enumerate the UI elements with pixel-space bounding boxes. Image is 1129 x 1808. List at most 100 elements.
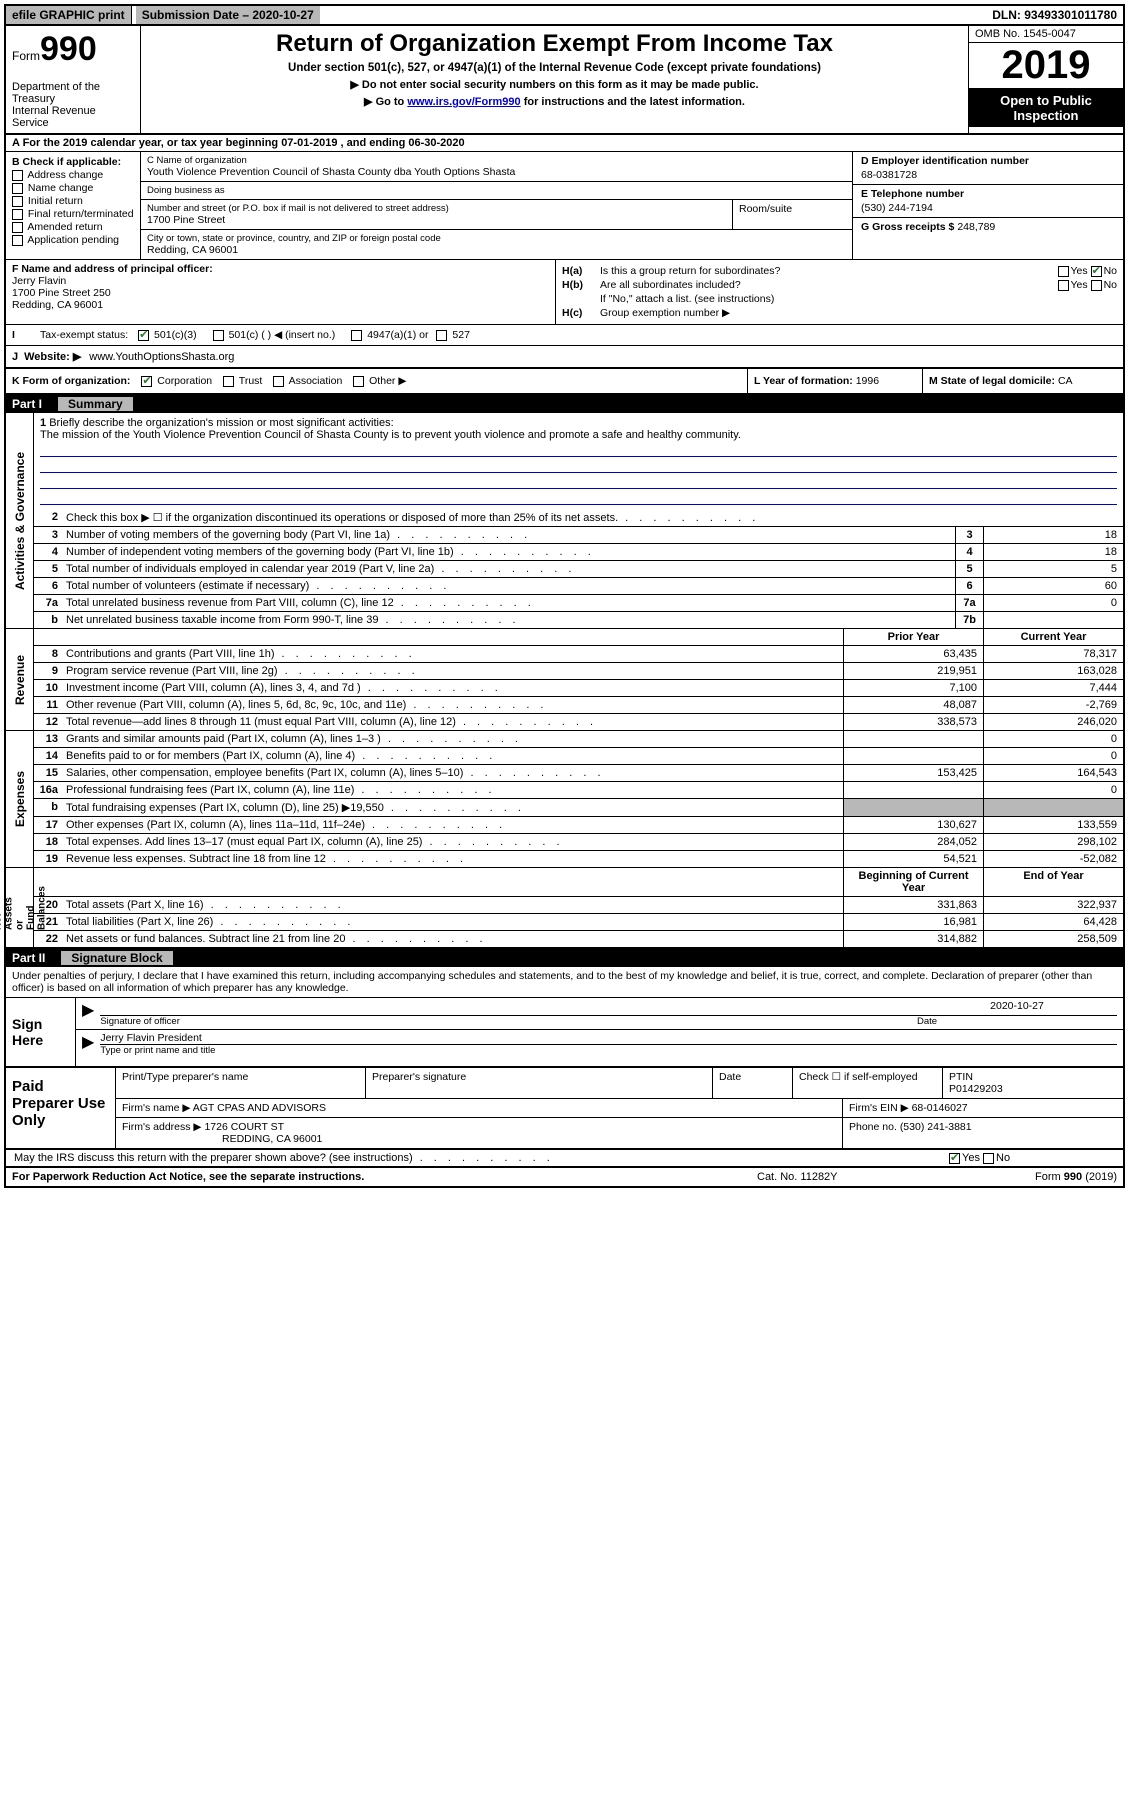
data-line: 22Net assets or fund balances. Subtract … [34, 931, 1123, 947]
prep-sig-hdr: Preparer's signature [366, 1068, 713, 1098]
footer-right: Form 990 (2019) [957, 1171, 1117, 1183]
i-501c[interactable]: 501(c) ( ) ◀ (insert no.) [213, 329, 336, 341]
sidebar-na-text: Net Assets or Fund Balances [0, 886, 47, 930]
i-text: Tax-exempt status: [40, 329, 128, 341]
mission-label: Briefly describe the organization's miss… [49, 417, 393, 429]
phone-label: Phone no. [849, 1121, 897, 1133]
l-val: 1996 [856, 375, 879, 387]
gov-line: bNet unrelated business taxable income f… [34, 612, 1123, 628]
na-body: Beginning of Current Year End of Year 20… [34, 868, 1123, 947]
col-b: B Check if applicable: Address change Na… [6, 152, 141, 259]
paid-row-3: Firm's address ▶ 1726 COURT STREDDING, C… [116, 1118, 1123, 1148]
e-phone: E Telephone number (530) 244-7194 [853, 185, 1123, 218]
sidebar-net-assets: Net Assets or Fund Balances [6, 868, 34, 947]
gov-lines: 2Check this box ▶ ☐ if the organization … [34, 509, 1123, 628]
b-title: B Check if applicable: [12, 156, 134, 168]
k-other[interactable]: Other ▶ [353, 375, 406, 387]
col-de: D Employer identification number 68-0381… [853, 152, 1123, 259]
b-opt-4: Amended return [27, 221, 102, 233]
m-val: CA [1058, 375, 1073, 387]
k-form-org: K Form of organization: Corporation Trus… [6, 369, 748, 393]
officer-addr2: Redding, CA 96001 [12, 299, 549, 311]
data-line: 19Revenue less expenses. Subtract line 1… [34, 851, 1123, 867]
mission-block: 1 Briefly describe the organization's mi… [34, 413, 1123, 509]
prep-self-emp[interactable]: Check ☐ if self-employed [793, 1068, 943, 1098]
e-label: E Telephone number [861, 188, 1115, 200]
g-label: G Gross receipts $ [861, 221, 954, 233]
chk-amended[interactable]: Amended return [12, 221, 134, 233]
data-line: 10Investment income (Part VIII, column (… [34, 680, 1123, 697]
firm-name: AGT CPAS AND ADVISORS [193, 1102, 326, 1114]
sign-here-label: Sign Here [6, 998, 76, 1066]
firm-addr1: 1726 COURT ST [204, 1121, 284, 1133]
sidebar-revenue: Revenue [6, 629, 34, 730]
gov-line: 6Total number of volunteers (estimate if… [34, 578, 1123, 595]
sign-here-block: Sign Here ▶ Signature of officer 2020-10… [6, 998, 1123, 1068]
part1-header: Part I Summary [6, 395, 1123, 413]
sig-date-label: Date [917, 1016, 1117, 1027]
na-lines: 20Total assets (Part X, line 16)331,8633… [34, 897, 1123, 947]
street-label: Number and street (or P.O. box if mail i… [147, 203, 726, 214]
firm-addr-cell: Firm's address ▶ 1726 COURT STREDDING, C… [116, 1118, 843, 1148]
m-state: M State of legal domicile: CA [923, 369, 1123, 393]
f-officer: F Name and address of principal officer:… [6, 260, 556, 324]
paid-row-1: Print/Type preparer's name Preparer's si… [116, 1068, 1123, 1099]
gov-line: 4Number of independent voting members of… [34, 544, 1123, 561]
form-header: Form990 Department of the Treasury Inter… [6, 26, 1123, 135]
city: Redding, CA 96001 [147, 244, 441, 256]
submission-date: Submission Date – 2020-10-27 [136, 6, 320, 24]
discuss-yn[interactable]: Yes No [943, 1150, 1123, 1166]
data-line: bTotal fundraising expenses (Part IX, co… [34, 799, 1123, 817]
sidebar-expenses: Expenses [6, 731, 34, 867]
chk-final-return[interactable]: Final return/terminated [12, 208, 134, 220]
ptin-label: PTIN [949, 1071, 973, 1083]
firm-ein-cell: Firm's EIN ▶ 68-0146027 [843, 1099, 1123, 1117]
i-501c3[interactable]: 501(c)(3) [138, 329, 197, 341]
top-bar: efile GRAPHIC print Submission Date – 20… [6, 6, 1123, 26]
page-footer: For Paperwork Reduction Act Notice, see … [6, 1168, 1123, 1186]
na-c1-hdr: Beginning of Current Year [843, 868, 983, 896]
k-trust[interactable]: Trust [223, 375, 262, 387]
form-num: 990 [40, 30, 97, 68]
c-name-row: C Name of organization Youth Violence Pr… [141, 152, 852, 182]
paid-body: Print/Type preparer's name Preparer's si… [116, 1068, 1123, 1148]
firm-addr2: REDDING, CA 96001 [222, 1133, 322, 1145]
sig-declaration: Under penalties of perjury, I declare th… [6, 967, 1123, 998]
dba-label: Doing business as [147, 185, 225, 196]
firm-phone-cell: Phone no. (530) 241-3881 [843, 1118, 1123, 1148]
chk-name-change[interactable]: Name change [12, 182, 134, 194]
hb-line: H(b) Are all subordinates included? Yes … [562, 279, 1117, 291]
ha-yn[interactable]: Yes No [1058, 265, 1117, 277]
l-year: L Year of formation: 1996 [748, 369, 923, 393]
sidebar-governance: Activities & Governance [6, 413, 34, 628]
i-4947[interactable]: 4947(a)(1) or [351, 329, 428, 341]
ha-label: H(a) [562, 265, 600, 277]
sig-officer-label: Signature of officer [100, 1016, 917, 1027]
current-year-hdr: Current Year [983, 629, 1123, 645]
h-block: H(a) Is this a group return for subordin… [556, 260, 1123, 324]
g-gross: G Gross receipts $ 248,789 [853, 218, 1123, 236]
sidebar-gov-text: Activities & Governance [13, 451, 27, 589]
j-label: J [12, 351, 18, 363]
b-opt-2: Initial return [28, 195, 83, 207]
i-527[interactable]: 527 [436, 329, 469, 341]
data-line: 14Benefits paid to or for members (Part … [34, 748, 1123, 765]
officer-name: Jerry Flavin [12, 275, 549, 287]
firm-ein-label: Firm's EIN ▶ [849, 1102, 909, 1114]
footer-left: For Paperwork Reduction Act Notice, see … [12, 1171, 757, 1183]
section-governance: Activities & Governance 1 Briefly descri… [6, 413, 1123, 629]
na-c2-hdr: End of Year [983, 868, 1123, 896]
mission-rule [40, 443, 1117, 457]
data-line: 18Total expenses. Add lines 13–17 (must … [34, 834, 1123, 851]
chk-initial-return[interactable]: Initial return [12, 195, 134, 207]
k-assoc[interactable]: Association [273, 375, 342, 387]
form-990-page: efile GRAPHIC print Submission Date – 20… [4, 4, 1125, 1188]
f-label: F Name and address of principal officer: [12, 263, 549, 275]
k-corp[interactable]: Corporation [141, 375, 212, 387]
part2-header: Part II Signature Block [6, 949, 1123, 967]
form990-link[interactable]: www.irs.gov/Form990 [407, 96, 520, 108]
chk-address-change[interactable]: Address change [12, 169, 134, 181]
chk-app-pending[interactable]: Application pending [12, 234, 134, 246]
sig-type-label: Type or print name and title [100, 1045, 1117, 1056]
hb-yn[interactable]: Yes No [1058, 279, 1117, 291]
